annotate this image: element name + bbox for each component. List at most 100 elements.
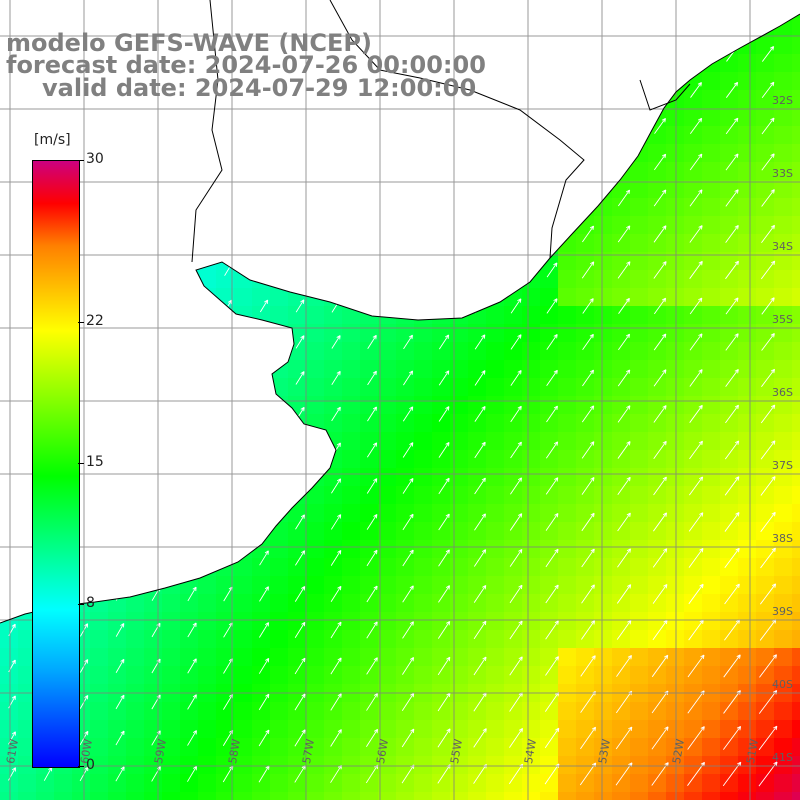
wind-speed-cell (126, 666, 145, 685)
wind-speed-cell (378, 774, 397, 793)
wind-arrow (689, 189, 703, 207)
wind-speed-cell (450, 486, 469, 505)
wind-speed-cell (630, 756, 649, 775)
wind-speed-cell (702, 612, 721, 631)
wind-speed-cell (90, 558, 109, 577)
wind-speed-cell (558, 198, 577, 217)
wind-speed-cell (432, 396, 451, 415)
wind-speed-cell (738, 486, 757, 505)
wind-arrow (581, 584, 595, 604)
wind-speed-cell (108, 486, 127, 505)
wind-speed-cell (612, 540, 631, 559)
wind-speed-cell (756, 90, 775, 109)
wind-speed-cell (360, 666, 379, 685)
wind-speed-cell (720, 594, 739, 613)
wind-speed-cell (180, 522, 199, 541)
wind-speed-cell (126, 288, 145, 307)
wind-arrow (761, 368, 776, 388)
wind-speed-cell (270, 792, 289, 800)
border-line (329, 0, 585, 259)
wind-speed-cell (540, 486, 559, 505)
wind-speed-cell (252, 108, 271, 127)
wind-speed-cell (540, 648, 559, 667)
wind-arrow (224, 192, 232, 204)
wind-speed-cell (162, 396, 181, 415)
wind-speed-cell (234, 648, 253, 667)
wind-arrow (259, 407, 269, 421)
wind-speed-cell (162, 774, 181, 793)
wind-arrow (187, 407, 197, 421)
wind-speed-cell (648, 306, 667, 325)
wind-speed-cell (558, 306, 577, 325)
wind-speed-cell (0, 648, 19, 667)
wind-speed-cell (288, 198, 307, 217)
wind-arrow (187, 622, 197, 638)
wind-speed-cell (324, 288, 343, 307)
wind-speed-cell (558, 432, 577, 451)
wind-speed-cell (702, 72, 721, 91)
wind-speed-cell (648, 342, 667, 361)
wind-speed-cell (612, 792, 631, 800)
wind-speed-cell (774, 702, 793, 721)
wind-speed-cell (504, 162, 523, 181)
wind-speed-cell (90, 180, 109, 199)
wind-speed-cell (522, 288, 541, 307)
wind-arrow (367, 227, 377, 241)
wind-speed-cell (702, 504, 721, 523)
wind-speed-cell (522, 486, 541, 505)
wind-speed-cell (126, 522, 145, 541)
wind-arrow (510, 441, 522, 459)
wind-speed-cell (594, 234, 613, 253)
wind-speed-cell (576, 666, 595, 685)
wind-speed-cell (144, 792, 163, 800)
longitude-label: 57W (300, 738, 317, 765)
wind-speed-cell (684, 252, 703, 271)
wind-speed-cell (432, 702, 451, 721)
wind-speed-cell (630, 558, 649, 577)
wind-speed-cell (684, 738, 703, 757)
wind-arrow (331, 227, 341, 241)
wind-arrow (581, 548, 595, 568)
wind-speed-cell (738, 252, 757, 271)
wind-speed-cell (648, 198, 667, 217)
wind-speed-cell (630, 162, 649, 181)
wind-speed-cell (468, 396, 487, 415)
wind-speed-cell (792, 0, 800, 19)
wind-arrow (187, 658, 197, 674)
wind-speed-cell (270, 162, 289, 181)
wind-speed-cell (774, 360, 793, 379)
wind-speed-cell (738, 126, 757, 145)
wind-speed-cell (702, 288, 721, 307)
wind-speed-cell (234, 468, 253, 487)
wind-speed-cell (432, 234, 451, 253)
wind-speed-cell (396, 720, 415, 739)
wind-speed-cell (270, 108, 289, 127)
wind-speed-cell (702, 90, 721, 109)
wind-speed-cell (378, 594, 397, 613)
wind-speed-cell (306, 396, 325, 415)
wind-arrow (473, 549, 487, 567)
wind-speed-cell (594, 90, 613, 109)
wind-arrow (116, 372, 124, 384)
wind-speed-cell (360, 504, 379, 523)
wind-speed-cell (306, 774, 325, 793)
wind-speed-cell (432, 378, 451, 397)
wind-speed-cell (756, 72, 775, 91)
wind-speed-cell (378, 18, 397, 37)
wind-speed-cell (396, 234, 415, 253)
wind-speed-cell (648, 612, 667, 631)
wind-speed-cell (774, 504, 793, 523)
wind-speed-cell (792, 288, 800, 307)
wind-speed-cell (756, 162, 775, 181)
wind-speed-cell (702, 378, 721, 397)
wind-speed-cell (792, 792, 800, 800)
wind-speed-cell (126, 144, 145, 163)
wind-speed-cell (666, 666, 685, 685)
colorbar-unit: [m/s] (34, 132, 71, 148)
wind-speed-cell (558, 378, 577, 397)
wind-speed-cell (324, 0, 343, 19)
longitude-label: 56W (374, 738, 391, 765)
wind-speed-cell (792, 270, 800, 289)
wind-arrow (724, 440, 740, 460)
wind-speed-cell (738, 36, 757, 55)
